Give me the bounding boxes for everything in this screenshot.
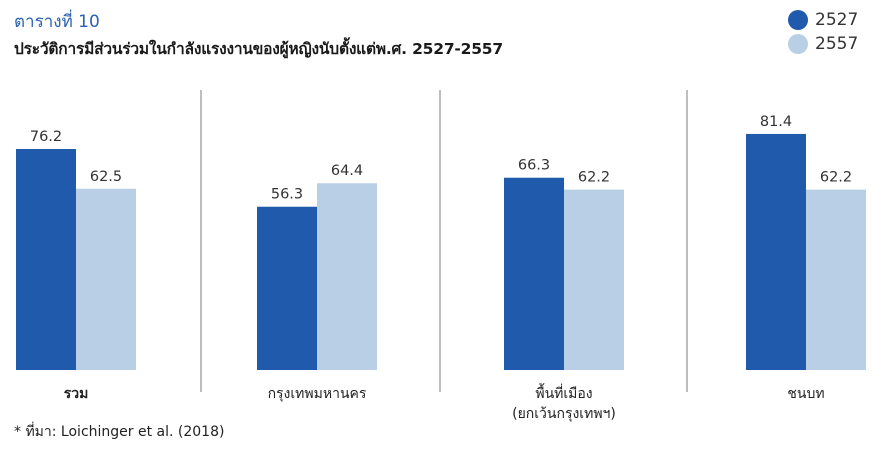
category-label: (ยกเว้นกรุงเทพฯ): [512, 406, 616, 422]
bar-2527-3: [746, 133, 806, 370]
data-label: 64.4: [331, 163, 363, 179]
category-label: รวม: [64, 386, 89, 402]
legend-item-2527: 2527: [788, 8, 858, 32]
legend-label-2557: 2557: [815, 34, 859, 54]
legend: 2527 2557: [788, 8, 858, 56]
data-label: 62.2: [820, 170, 852, 186]
data-label: 76.2: [30, 129, 62, 145]
data-label: 56.3: [271, 187, 303, 203]
bar-2557-3: [806, 189, 866, 370]
bar-2557-0: [76, 188, 136, 370]
bar-2557-2: [564, 189, 624, 370]
data-label: 81.4: [760, 114, 792, 130]
legend-item-2557: 2557: [788, 32, 858, 56]
category-label: ชนบท: [787, 386, 824, 402]
bar-2557-1: [317, 183, 377, 370]
legend-label-2527: 2527: [815, 10, 859, 30]
bar-2527-0: [16, 149, 76, 370]
data-label: 62.5: [90, 169, 122, 185]
category-label: พื้นที่เมือง: [535, 383, 592, 402]
source-note: * ที่มา: Loichinger et al. (2018): [14, 424, 225, 440]
bar-2527-1: [257, 206, 317, 370]
table-label: ตารางที่ 10: [14, 12, 100, 32]
data-label: 66.3: [518, 158, 550, 174]
data-label: 62.2: [578, 170, 610, 186]
chart-title: ประวัติการมีส่วนร่วมในกำลังแรงงานของผู้ห…: [14, 40, 503, 58]
legend-swatch-2527: [788, 10, 808, 30]
bar-2527-2: [504, 177, 564, 370]
category-label: กรุงเทพมหานคร: [268, 386, 367, 402]
legend-swatch-2557: [788, 34, 808, 54]
